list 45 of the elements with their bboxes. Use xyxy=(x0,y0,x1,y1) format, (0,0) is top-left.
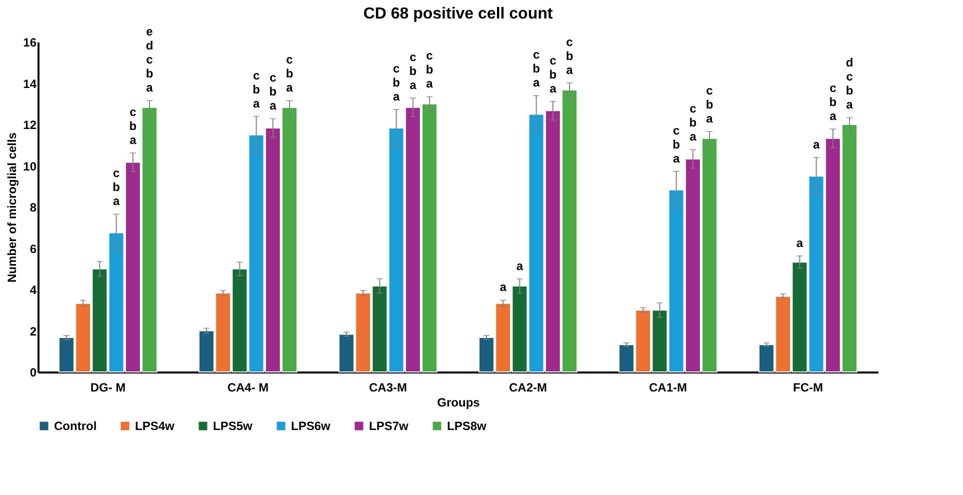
x-tick-label: FC-M xyxy=(793,380,823,394)
data-label: c b a xyxy=(549,53,557,96)
y-tick-label: 14 xyxy=(23,76,37,91)
x-tick-label: CA2-M xyxy=(509,380,547,394)
legend-label: Control xyxy=(54,419,97,433)
legend-label: LPS6w xyxy=(291,419,332,433)
data-label: c b a xyxy=(252,68,260,110)
x-axis-title: Groups xyxy=(437,396,480,410)
data-label: c b a xyxy=(269,70,277,113)
data-label: c b a xyxy=(829,81,837,124)
data-label: a xyxy=(500,280,507,294)
x-tick-label: CA4- M xyxy=(227,380,269,394)
data-label: c b a xyxy=(532,48,540,90)
chart-title: CD 68 positive cell count xyxy=(363,6,554,23)
data-label: c b a xyxy=(566,34,574,77)
data-label: c b a xyxy=(672,123,680,166)
y-tick-label: 2 xyxy=(30,324,37,338)
data-label: c b a xyxy=(392,61,400,104)
data-label: c b a xyxy=(112,166,120,208)
data-label: c b a xyxy=(426,48,434,91)
data-label: c b a xyxy=(706,84,714,126)
y-tick-label: 10 xyxy=(23,159,37,174)
legend-label: LPS5w xyxy=(213,419,254,433)
data-label: c b a xyxy=(689,102,697,144)
data-label: a xyxy=(796,236,804,250)
y-tick-label: 12 xyxy=(23,118,37,132)
y-tick-label: 8 xyxy=(30,200,37,214)
x-tick-label: CA1-M xyxy=(649,380,687,394)
x-tick-label: CA3-M xyxy=(369,380,407,394)
y-tick-label: 4 xyxy=(30,283,37,297)
data-label: c b a xyxy=(286,52,294,95)
data-label: c b a xyxy=(409,50,417,92)
legend-label: LPS8w xyxy=(447,419,488,433)
data-label: e d c b a xyxy=(146,24,154,95)
data-label: a xyxy=(812,138,820,152)
legend-label: LPS7w xyxy=(369,419,410,433)
y-tick-label: 6 xyxy=(30,242,37,256)
y-axis-title: Number of microglial cells xyxy=(5,132,20,283)
legend-label: LPS4w xyxy=(135,419,176,433)
data-label: d c b a xyxy=(846,56,854,112)
y-tick-label: 0 xyxy=(30,366,37,380)
y-tick-label: 16 xyxy=(23,36,37,50)
data-label: c b a xyxy=(129,104,137,147)
x-tick-label: DG- M xyxy=(90,380,126,394)
data-label: a xyxy=(516,258,524,273)
